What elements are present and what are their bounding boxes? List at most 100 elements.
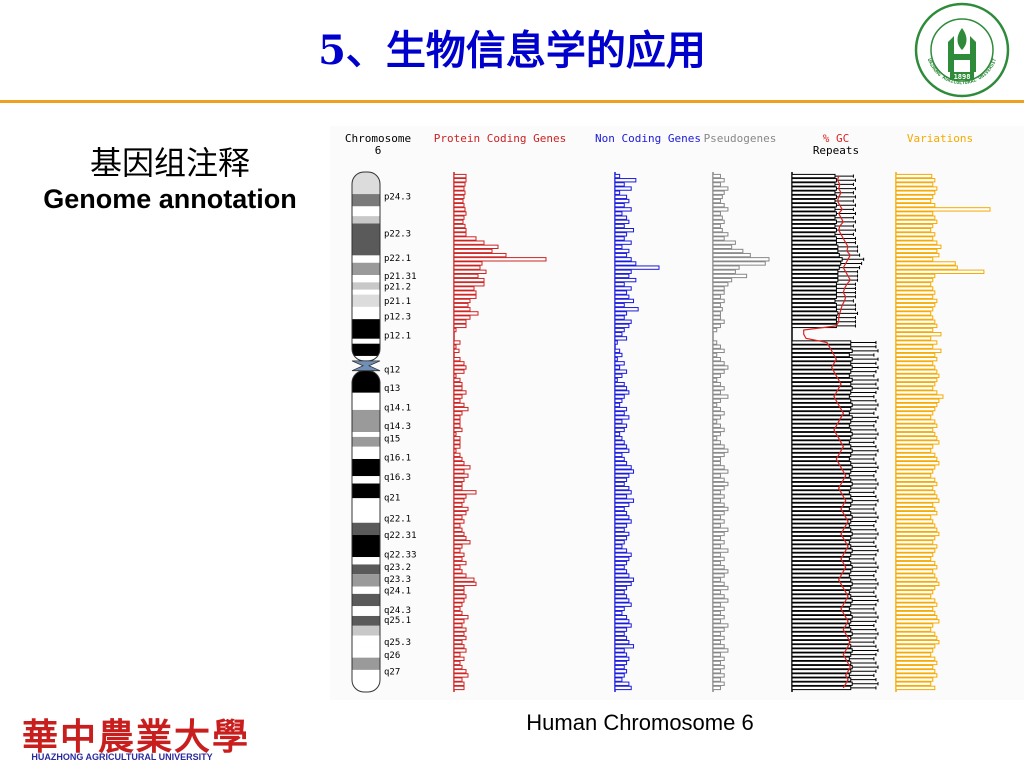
non-coding-bar — [614, 282, 625, 287]
repeats-track — [791, 172, 879, 692]
protein-coding-bar — [453, 648, 467, 653]
variations-bar — [895, 644, 936, 649]
non-coding-bar — [614, 585, 628, 591]
repeats-bar — [791, 461, 852, 466]
chromosome-band — [352, 615, 380, 626]
non-coding-track — [614, 172, 660, 692]
variations-bar — [895, 411, 934, 416]
pseudogenes-bar — [712, 248, 744, 254]
variations-bar — [895, 531, 940, 537]
header-protein-coding: Protein Coding Genes — [434, 132, 566, 145]
variations-bar — [895, 257, 934, 262]
variations-bar — [895, 656, 936, 661]
pseudogenes-bar — [712, 569, 729, 574]
band-label: p21.2 — [384, 282, 411, 292]
variations-bar — [895, 602, 938, 607]
non-coding-bar — [614, 606, 625, 612]
protein-coding-bar — [453, 677, 463, 682]
repeats-bar — [791, 402, 853, 408]
centromere — [351, 360, 381, 372]
chromosome-title-line1: Chromosome — [345, 132, 411, 145]
seal-emblem — [948, 36, 976, 72]
non-coding-bar — [614, 581, 632, 587]
protein-coding-bar — [453, 282, 485, 287]
non-coding-bar — [614, 669, 628, 674]
protein-coding-bar — [453, 635, 467, 641]
repeats-bar — [791, 232, 836, 237]
repeats-bar — [791, 352, 850, 358]
variations-bar — [895, 244, 942, 250]
pseudogenes-bar — [712, 269, 736, 274]
repeats-bar — [791, 411, 850, 416]
protein-coding-bar — [453, 556, 463, 562]
chromosome-band — [352, 436, 380, 447]
non-coding-bar — [614, 236, 625, 241]
band-label: q27 — [384, 667, 400, 677]
protein-coding-bar — [453, 681, 465, 686]
variations-bar — [895, 664, 934, 670]
protein-coding-bar — [453, 182, 466, 187]
pseudogenes-bar — [712, 415, 721, 420]
variations-bar — [895, 490, 936, 495]
repeats-bar — [791, 415, 853, 420]
protein-coding-bar — [453, 631, 465, 637]
chromosome-band — [352, 343, 380, 356]
repeats-bar — [791, 502, 852, 508]
non-coding-bar — [614, 598, 630, 603]
repeats-bar — [791, 652, 852, 657]
protein-coding-bar — [453, 602, 463, 607]
variations-bar — [895, 669, 936, 674]
non-coding-bar — [614, 510, 628, 516]
repeats-bar — [791, 173, 836, 179]
pseudogenes-bar — [712, 573, 725, 578]
header-gc: % GC — [823, 132, 850, 145]
chromosome-band — [352, 282, 380, 290]
repeats-bar — [791, 544, 852, 549]
pseudogenes-bar — [712, 423, 721, 428]
repeats-bar — [791, 227, 837, 233]
protein-coding-bar — [453, 423, 461, 428]
variations-bar — [895, 427, 934, 433]
repeats-bar — [791, 307, 837, 312]
protein-coding-bar — [453, 419, 461, 424]
band-label: q14.1 — [384, 403, 411, 413]
non-coding-bar — [614, 448, 630, 453]
variations-bar — [895, 660, 938, 666]
non-coding-bar — [614, 540, 625, 545]
non-coding-bar — [614, 340, 618, 345]
slide-title: 5、生物信息学的应用 — [318, 27, 706, 74]
pseudogenes-track — [712, 172, 770, 692]
protein-coding-bar — [453, 436, 461, 441]
protein-coding-bar — [453, 560, 467, 566]
non-coding-bar — [614, 394, 625, 399]
logo-english-name: HUAZHONG AGRICULTURAL UNIVERSITY — [31, 752, 213, 762]
band-label: q22.31 — [384, 531, 417, 541]
non-coding-bar — [614, 594, 628, 599]
repeats-bar — [791, 444, 852, 449]
repeats-bar — [791, 178, 837, 183]
protein-coding-bar — [453, 406, 469, 412]
protein-coding-bar — [453, 273, 479, 279]
chromosome-band — [352, 586, 380, 594]
pseudogenes-bar — [712, 610, 721, 616]
pseudogenes-bar — [712, 677, 721, 682]
non-coding-bar — [614, 565, 625, 570]
protein-coding-bar — [453, 294, 477, 299]
protein-coding-bar — [453, 207, 466, 212]
non-coding-bar — [614, 302, 625, 308]
protein-coding-bar — [453, 302, 469, 308]
variations-bar — [895, 519, 934, 524]
pseudogenes-bar — [712, 282, 729, 287]
chromosome-band — [352, 255, 380, 263]
variations-bar — [895, 203, 936, 208]
protein-coding-bar — [453, 323, 467, 329]
non-coding-bar — [614, 519, 632, 524]
repeats-bar — [791, 648, 853, 653]
pseudogenes-bar — [712, 452, 725, 458]
repeats-bar — [791, 477, 852, 483]
repeats-bar — [791, 448, 853, 453]
pseudogenes-bar — [712, 631, 721, 637]
protein-coding-bar — [453, 348, 460, 354]
repeats-bar — [791, 198, 836, 204]
variations-bar — [895, 469, 934, 474]
